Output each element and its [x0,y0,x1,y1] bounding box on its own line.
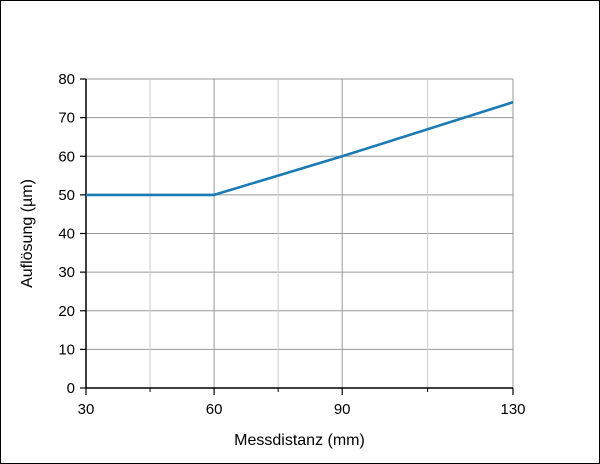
y-tick-label: 80 [58,71,75,88]
grid-layer [86,78,514,388]
x-tick-label: 130 [500,401,525,418]
y-tick-label: 40 [58,226,75,243]
x-tick-label: 60 [206,401,223,418]
y-tick-label: 20 [58,303,75,320]
y-tick-label: 10 [58,341,75,358]
y-tick-label: 30 [58,264,75,281]
x-tick-label: 30 [78,401,95,418]
series-layer [86,100,514,197]
x-tick-label: 90 [334,401,351,418]
series-line-0 [86,100,514,197]
y-axis-title: Auflösung (µm) [19,179,36,288]
y-tick-label: 0 [67,380,75,397]
y-tick-label: 70 [58,110,75,127]
y-tick-label: 60 [58,148,75,165]
y-tick-label: 50 [58,187,75,204]
label-layer: 0 10 20 30 40 50 60 70 80 30 60 90 130 [58,71,525,418]
x-axis-title: Messdistanz (mm) [234,432,365,449]
axis-layer [80,78,514,395]
